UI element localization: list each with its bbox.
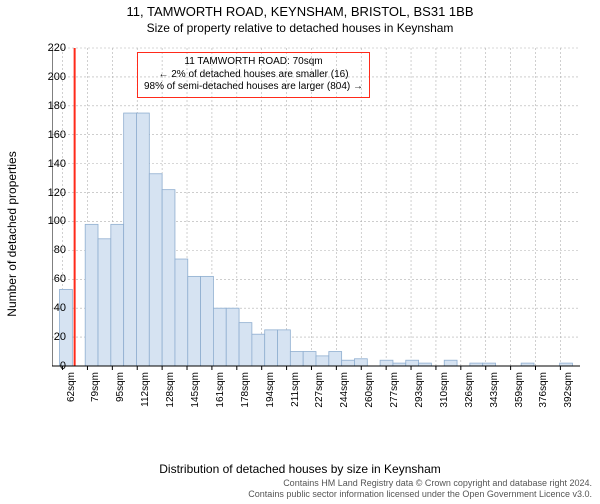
y-tick: 60 <box>38 273 66 285</box>
x-tick: 376sqm <box>538 372 549 408</box>
x-tick: 392sqm <box>563 372 574 408</box>
x-tick: 343sqm <box>489 372 500 408</box>
y-tick: 200 <box>38 71 66 83</box>
y-tick: 220 <box>38 42 66 54</box>
x-tick: 244sqm <box>339 372 350 408</box>
histogram-plot <box>52 46 582 426</box>
x-tick: 178sqm <box>240 372 251 408</box>
y-tick: 20 <box>38 331 66 343</box>
y-tick: 160 <box>38 129 66 141</box>
chart-area: 11 TAMWORTH ROAD: 70sqm ← 2% of detached… <box>52 46 582 426</box>
x-tick: 112sqm <box>140 372 151 407</box>
x-tick: 79sqm <box>90 372 101 402</box>
y-tick: 100 <box>38 215 66 227</box>
annotation-line1: 11 TAMWORTH ROAD: 70sqm <box>144 56 363 69</box>
y-tick: 40 <box>38 302 66 314</box>
x-tick: 326sqm <box>464 372 475 408</box>
credits-line2: Contains public sector information licen… <box>248 489 592 500</box>
credits-line1: Contains HM Land Registry data © Crown c… <box>248 478 592 489</box>
y-axis-label: Number of detached properties <box>5 151 19 316</box>
x-tick: 161sqm <box>215 372 226 408</box>
x-tick: 227sqm <box>314 372 325 408</box>
x-tick: 293sqm <box>414 372 425 408</box>
y-tick: 180 <box>38 100 66 112</box>
annotation-line2: ← 2% of detached houses are smaller (16) <box>144 69 363 82</box>
x-tick: 145sqm <box>190 372 201 408</box>
y-tick: 140 <box>38 158 66 170</box>
x-tick: 310sqm <box>439 372 450 408</box>
annotation-line3: 98% of semi-detached houses are larger (… <box>144 81 363 94</box>
x-tick: 260sqm <box>364 372 375 408</box>
x-axis-label: Distribution of detached houses by size … <box>0 462 600 476</box>
y-tick: 120 <box>38 187 66 199</box>
y-tick: 80 <box>38 244 66 256</box>
marker-annotation: 11 TAMWORTH ROAD: 70sqm ← 2% of detached… <box>137 52 370 98</box>
x-tick: 211sqm <box>290 372 301 407</box>
page-subtitle: Size of property relative to detached ho… <box>0 21 600 35</box>
x-tick: 277sqm <box>389 372 400 408</box>
credits: Contains HM Land Registry data © Crown c… <box>248 478 592 500</box>
x-tick: 359sqm <box>514 372 525 408</box>
x-tick: 95sqm <box>115 372 126 402</box>
x-tick: 128sqm <box>165 372 176 408</box>
x-tick: 62sqm <box>66 372 77 402</box>
x-tick: 194sqm <box>265 372 276 408</box>
y-tick: 0 <box>38 360 66 372</box>
page-title: 11, TAMWORTH ROAD, KEYNSHAM, BRISTOL, BS… <box>0 4 600 19</box>
